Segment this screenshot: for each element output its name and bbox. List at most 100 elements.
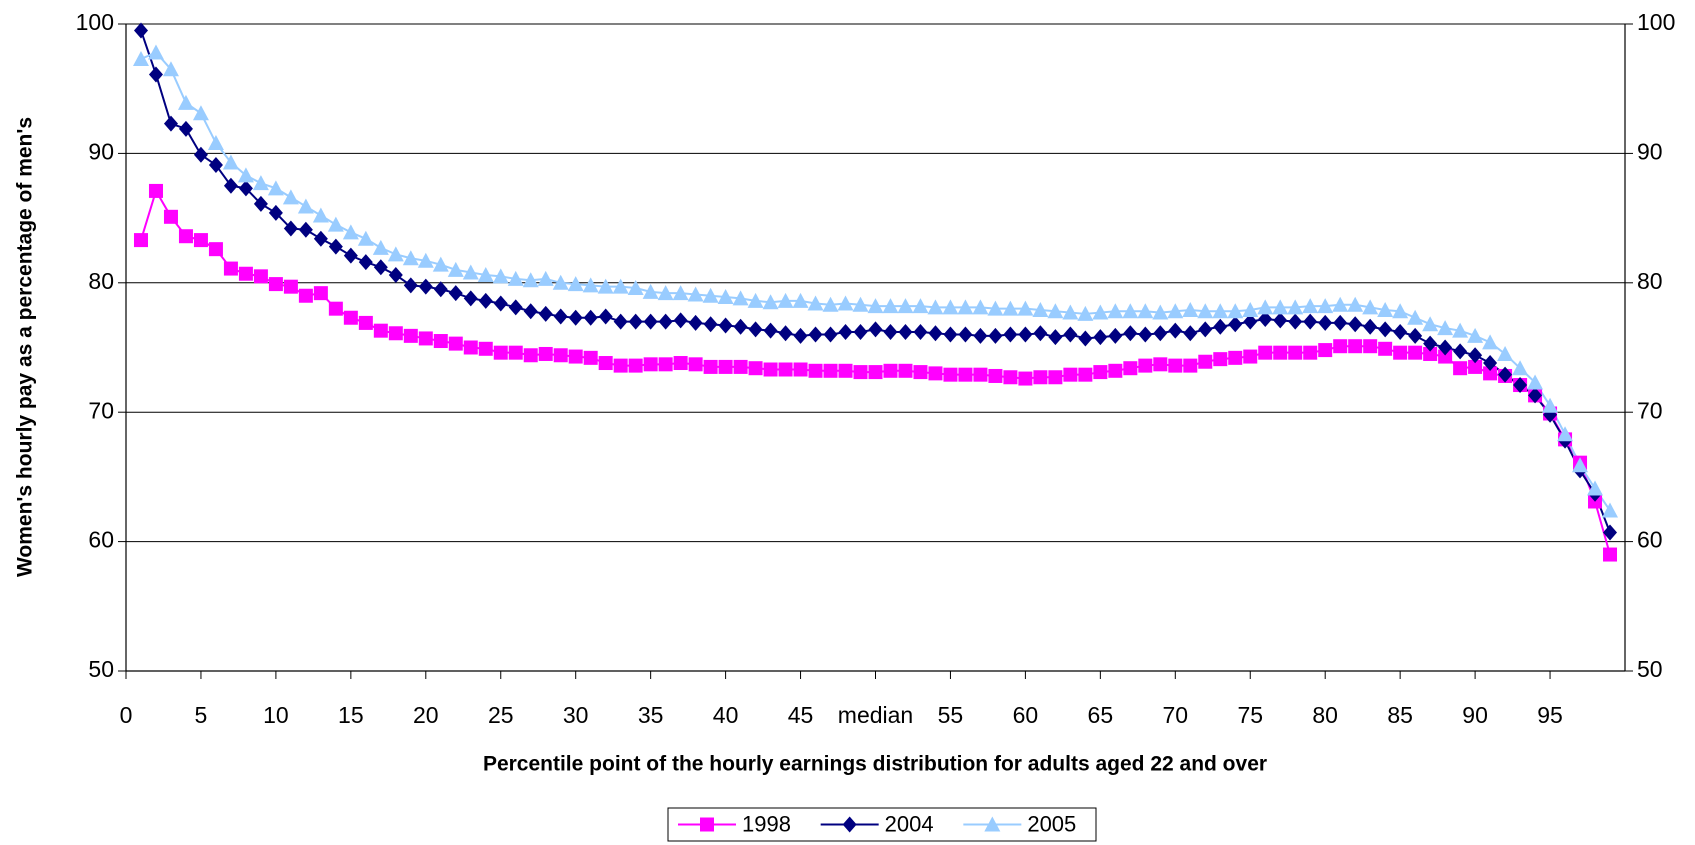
marker bbox=[1093, 365, 1108, 380]
marker bbox=[223, 177, 238, 194]
marker bbox=[613, 313, 628, 330]
marker bbox=[1182, 301, 1199, 317]
marker bbox=[867, 298, 884, 314]
marker bbox=[477, 267, 494, 283]
marker bbox=[1213, 352, 1228, 367]
marker bbox=[1123, 325, 1138, 342]
marker bbox=[1497, 345, 1514, 361]
marker bbox=[972, 299, 989, 315]
marker bbox=[448, 336, 463, 351]
marker bbox=[418, 278, 433, 295]
x-tick-label: 60 bbox=[1013, 702, 1039, 728]
marker bbox=[373, 323, 388, 338]
marker bbox=[267, 180, 284, 196]
marker bbox=[1153, 357, 1168, 372]
marker bbox=[988, 327, 1003, 344]
marker bbox=[1288, 345, 1303, 360]
marker bbox=[1423, 346, 1438, 361]
marker bbox=[583, 350, 598, 365]
marker bbox=[313, 286, 328, 301]
marker bbox=[913, 323, 928, 340]
marker bbox=[913, 365, 928, 380]
marker bbox=[328, 301, 343, 316]
marker bbox=[1123, 361, 1138, 376]
marker bbox=[148, 183, 163, 198]
y2-tick-label: 90 bbox=[1637, 138, 1663, 164]
marker bbox=[942, 299, 959, 315]
marker bbox=[1528, 387, 1543, 404]
y-tick-label: 60 bbox=[88, 527, 114, 553]
x-tick-label: 0 bbox=[120, 702, 133, 728]
marker bbox=[1108, 327, 1123, 344]
x-tick-label: 40 bbox=[713, 702, 739, 728]
marker bbox=[1168, 358, 1183, 373]
marker bbox=[673, 312, 688, 329]
marker bbox=[627, 279, 644, 295]
marker bbox=[973, 327, 988, 344]
marker bbox=[1498, 366, 1513, 383]
marker bbox=[253, 195, 268, 212]
marker bbox=[193, 146, 208, 163]
marker bbox=[178, 120, 193, 137]
marker bbox=[1168, 322, 1183, 339]
marker bbox=[838, 363, 853, 378]
marker bbox=[1048, 370, 1063, 385]
marker bbox=[237, 167, 254, 183]
marker bbox=[523, 303, 538, 320]
marker bbox=[567, 276, 584, 292]
marker bbox=[1257, 299, 1274, 315]
marker bbox=[478, 341, 493, 356]
marker bbox=[1048, 329, 1063, 346]
marker bbox=[658, 313, 673, 330]
marker bbox=[703, 316, 718, 333]
marker bbox=[838, 323, 853, 340]
y-tick-label: 90 bbox=[88, 138, 114, 164]
marker bbox=[808, 326, 823, 343]
marker bbox=[507, 270, 524, 286]
marker bbox=[1393, 323, 1408, 340]
marker bbox=[252, 175, 269, 191]
marker bbox=[763, 362, 778, 377]
marker bbox=[1107, 303, 1124, 319]
marker bbox=[1213, 318, 1228, 335]
marker bbox=[582, 277, 599, 293]
marker bbox=[522, 272, 539, 288]
marker bbox=[1243, 349, 1258, 364]
marker bbox=[1258, 345, 1273, 360]
y2-tick-label: 60 bbox=[1637, 527, 1663, 553]
marker bbox=[958, 367, 973, 382]
marker bbox=[1317, 298, 1334, 314]
marker bbox=[147, 44, 164, 60]
y-tick-label: 100 bbox=[76, 9, 114, 35]
marker bbox=[748, 321, 763, 338]
marker bbox=[418, 331, 433, 346]
marker bbox=[1242, 301, 1259, 317]
marker bbox=[1033, 370, 1048, 385]
marker bbox=[1122, 303, 1139, 319]
marker bbox=[822, 296, 839, 312]
marker bbox=[1408, 327, 1423, 344]
marker bbox=[1138, 358, 1153, 373]
marker bbox=[1138, 326, 1153, 343]
marker bbox=[508, 299, 523, 316]
marker bbox=[402, 250, 419, 266]
marker bbox=[328, 238, 343, 255]
marker bbox=[1512, 360, 1529, 376]
marker bbox=[793, 327, 808, 344]
marker bbox=[1377, 301, 1394, 317]
marker bbox=[747, 292, 764, 308]
marker bbox=[148, 66, 163, 83]
marker bbox=[1063, 326, 1078, 343]
marker bbox=[388, 326, 403, 341]
marker bbox=[1348, 316, 1363, 333]
marker bbox=[253, 269, 268, 284]
marker bbox=[1078, 330, 1093, 347]
x-tick-label: 70 bbox=[1163, 702, 1189, 728]
y-axis-title: Women's hourly pay as a percentage of me… bbox=[14, 117, 37, 577]
marker bbox=[552, 274, 569, 290]
marker bbox=[327, 216, 344, 232]
marker bbox=[687, 286, 704, 302]
marker bbox=[1347, 296, 1364, 312]
marker bbox=[238, 180, 253, 197]
marker bbox=[208, 157, 223, 174]
